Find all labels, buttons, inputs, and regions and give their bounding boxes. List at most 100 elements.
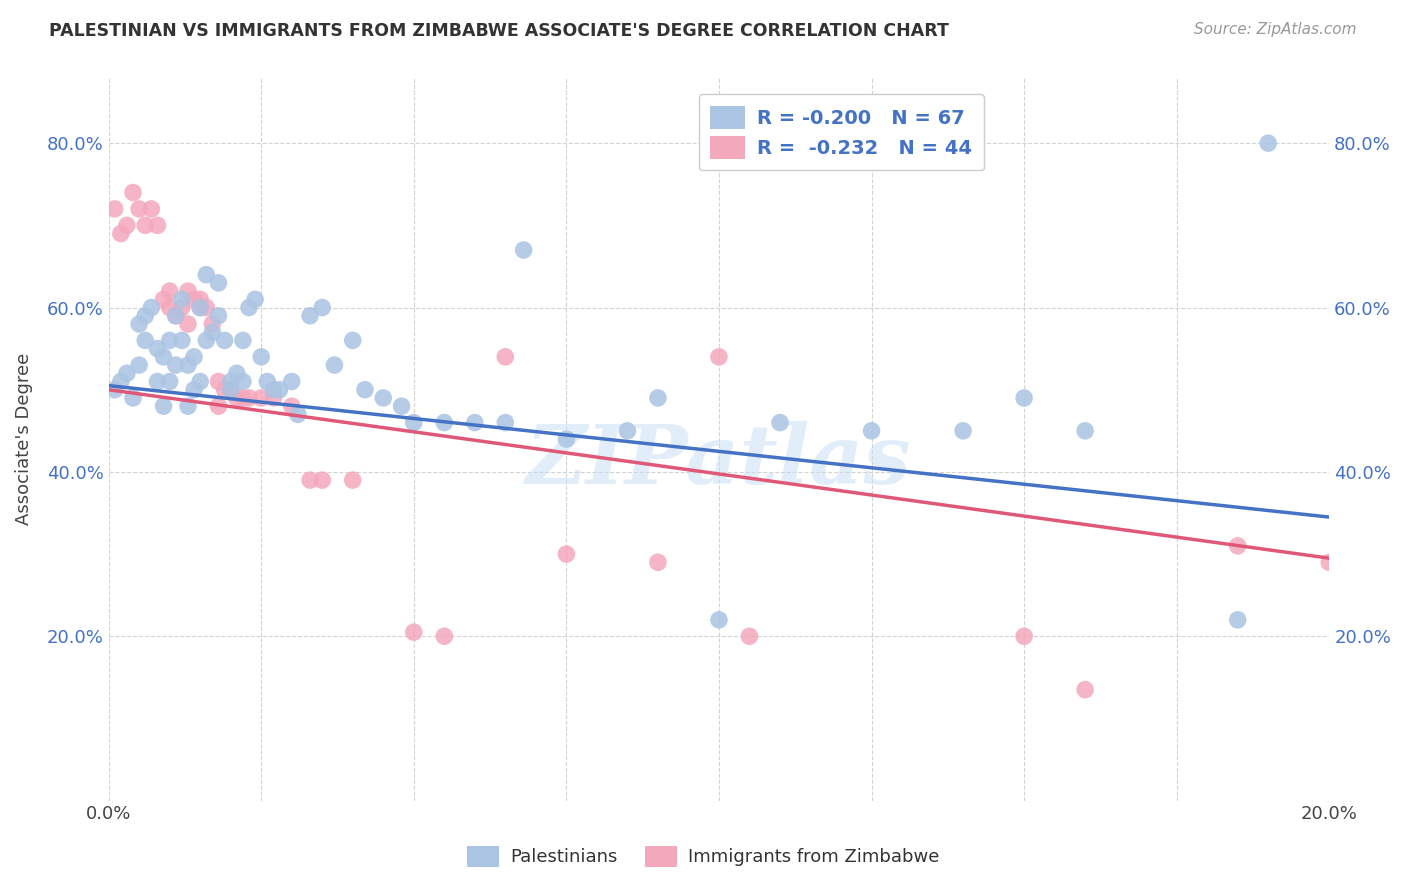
Point <box>177 284 200 298</box>
Point <box>195 301 218 315</box>
Point <box>104 202 127 216</box>
Point <box>188 301 211 315</box>
Point <box>219 383 242 397</box>
Point <box>183 383 205 397</box>
Point <box>225 366 247 380</box>
Point <box>122 186 145 200</box>
Point <box>165 309 187 323</box>
Point <box>269 383 291 397</box>
Point <box>104 383 127 397</box>
Point <box>152 293 174 307</box>
Point <box>165 358 187 372</box>
Point <box>128 317 150 331</box>
Point <box>1074 682 1097 697</box>
Point <box>207 375 229 389</box>
Point <box>170 301 193 315</box>
Point <box>170 293 193 307</box>
Point <box>134 334 156 348</box>
Point <box>201 325 224 339</box>
Point <box>311 473 333 487</box>
Point <box>128 202 150 216</box>
Point <box>433 629 456 643</box>
Point <box>110 375 132 389</box>
Point <box>207 309 229 323</box>
Point <box>195 268 218 282</box>
Point <box>707 613 730 627</box>
Point <box>250 350 273 364</box>
Point <box>159 301 181 315</box>
Point <box>287 408 309 422</box>
Point <box>134 309 156 323</box>
Point <box>433 416 456 430</box>
Point <box>219 383 242 397</box>
Point <box>183 293 205 307</box>
Point <box>207 399 229 413</box>
Point <box>555 432 578 446</box>
Point <box>238 391 260 405</box>
Point <box>146 342 169 356</box>
Point <box>122 391 145 405</box>
Point <box>342 473 364 487</box>
Point <box>1257 136 1279 151</box>
Point <box>1226 613 1249 627</box>
Point <box>464 416 486 430</box>
Point <box>159 334 181 348</box>
Point <box>219 375 242 389</box>
Point <box>342 334 364 348</box>
Point <box>165 309 187 323</box>
Point <box>299 309 322 323</box>
Point <box>616 424 638 438</box>
Point <box>707 350 730 364</box>
Point <box>110 227 132 241</box>
Point <box>391 399 413 413</box>
Point <box>183 350 205 364</box>
Point <box>262 391 284 405</box>
Text: PALESTINIAN VS IMMIGRANTS FROM ZIMBABWE ASSOCIATE'S DEGREE CORRELATION CHART: PALESTINIAN VS IMMIGRANTS FROM ZIMBABWE … <box>49 22 949 40</box>
Point <box>280 375 302 389</box>
Point <box>128 358 150 372</box>
Point <box>323 358 346 372</box>
Point <box>195 334 218 348</box>
Point <box>243 293 266 307</box>
Point <box>188 375 211 389</box>
Point <box>402 416 425 430</box>
Point <box>299 473 322 487</box>
Point <box>1317 555 1340 569</box>
Point <box>354 383 377 397</box>
Point <box>159 284 181 298</box>
Legend: Palestinians, Immigrants from Zimbabwe: Palestinians, Immigrants from Zimbabwe <box>460 838 946 874</box>
Point <box>494 350 516 364</box>
Point <box>494 416 516 430</box>
Point <box>214 383 236 397</box>
Point <box>152 350 174 364</box>
Point <box>647 391 669 405</box>
Point <box>769 416 792 430</box>
Point <box>177 358 200 372</box>
Point <box>188 301 211 315</box>
Point <box>207 276 229 290</box>
Point <box>238 301 260 315</box>
Point <box>1074 424 1097 438</box>
Text: ZIPatlas: ZIPatlas <box>526 421 911 500</box>
Point <box>170 334 193 348</box>
Point <box>159 375 181 389</box>
Point <box>146 375 169 389</box>
Point <box>177 317 200 331</box>
Point <box>115 219 138 233</box>
Point <box>280 399 302 413</box>
Point <box>141 301 163 315</box>
Point <box>146 219 169 233</box>
Point <box>262 383 284 397</box>
Point <box>134 219 156 233</box>
Point <box>738 629 761 643</box>
Legend: R = -0.200   N = 67, R =  -0.232   N = 44: R = -0.200 N = 67, R = -0.232 N = 44 <box>699 95 984 170</box>
Point <box>201 317 224 331</box>
Text: Source: ZipAtlas.com: Source: ZipAtlas.com <box>1194 22 1357 37</box>
Point <box>1012 629 1035 643</box>
Y-axis label: Associate's Degree: Associate's Degree <box>15 353 32 525</box>
Point <box>1012 391 1035 405</box>
Point <box>115 366 138 380</box>
Point <box>232 391 254 405</box>
Point <box>311 301 333 315</box>
Point <box>555 547 578 561</box>
